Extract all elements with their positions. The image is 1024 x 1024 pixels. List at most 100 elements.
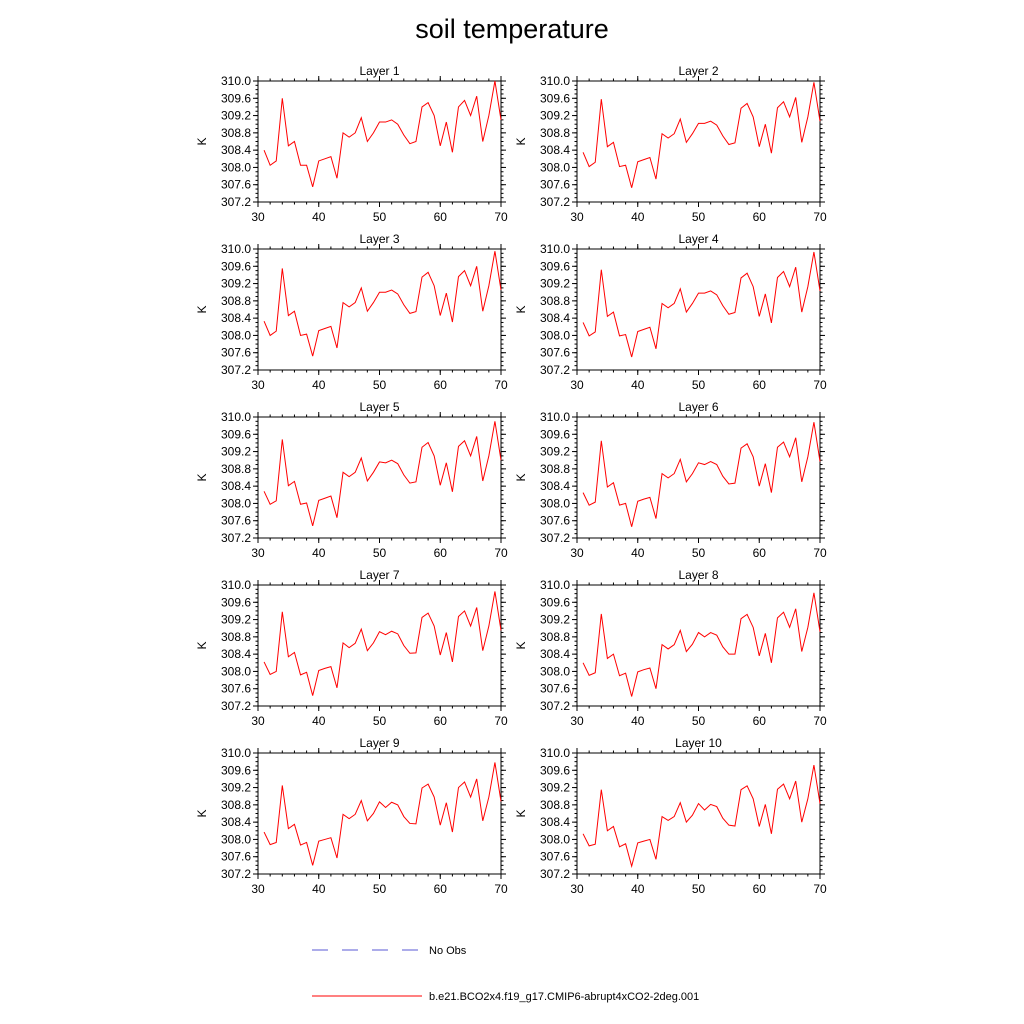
y-tick-label: 309.6 <box>540 259 570 273</box>
y-tick-label: 308.8 <box>221 630 251 644</box>
y-tick-label: 309.2 <box>221 277 251 291</box>
y-tick-label: 309.6 <box>221 91 251 105</box>
panel-2: Layer 2 K 307.2 307.6 308.0 308.4 308.8 309.2 30… <box>514 64 827 224</box>
x-tick-label: 70 <box>813 714 827 728</box>
y-tick-label: 307.2 <box>540 531 570 545</box>
x-tick-label: 40 <box>312 714 326 728</box>
x-tick-label: 30 <box>570 546 584 560</box>
y-tick-label: 307.6 <box>540 514 570 528</box>
y-tick-label: 308.0 <box>221 832 251 846</box>
y-tick-label: 307.2 <box>221 195 251 209</box>
x-tick-label: 30 <box>251 714 265 728</box>
y-tick-label: 308.4 <box>540 143 570 157</box>
y-tick-label: 308.8 <box>540 294 570 308</box>
panel-8: Layer 8 K 307.2 307.6 308.0 308.4 308.8 309.2 30… <box>514 568 827 728</box>
x-tick-label: 50 <box>692 546 706 560</box>
x-tick-label: 60 <box>753 882 767 896</box>
y-tick-label: 308.0 <box>221 160 251 174</box>
x-tick-label: 30 <box>570 378 584 392</box>
x-tick-label: 60 <box>434 714 448 728</box>
x-tick-label: 70 <box>813 378 827 392</box>
y-tick-label: 308.4 <box>540 311 570 325</box>
y-axis-label: K <box>514 305 528 313</box>
y-axis-label: K <box>195 473 209 481</box>
x-tick-label: 50 <box>692 210 706 224</box>
y-tick-label: 308.8 <box>540 462 570 476</box>
x-tick-label: 60 <box>434 882 448 896</box>
y-tick-label: 308.4 <box>540 479 570 493</box>
y-tick-label: 307.2 <box>221 363 251 377</box>
panel-title: Layer 8 <box>678 568 718 582</box>
x-tick-label: 60 <box>753 714 767 728</box>
x-tick-label: 30 <box>570 882 584 896</box>
x-tick-label: 40 <box>312 378 326 392</box>
x-tick-label: 60 <box>753 546 767 560</box>
y-tick-label: 307.2 <box>540 195 570 209</box>
y-tick-label: 309.6 <box>221 763 251 777</box>
y-axis-label: K <box>514 809 528 817</box>
y-tick-label: 309.2 <box>540 277 570 291</box>
series-line <box>263 421 502 527</box>
y-tick-label: 308.8 <box>540 798 570 812</box>
y-tick-label: 309.2 <box>221 445 251 459</box>
x-tick-label: 30 <box>251 546 265 560</box>
y-tick-label: 308.0 <box>540 328 570 342</box>
x-tick-label: 70 <box>494 210 508 224</box>
y-tick-label: 309.6 <box>221 259 251 273</box>
y-tick-label: 308.4 <box>221 815 251 829</box>
y-tick-label: 310.0 <box>540 410 570 424</box>
x-tick-label: 70 <box>494 882 508 896</box>
y-tick-label: 307.6 <box>221 514 251 528</box>
x-tick-label: 60 <box>753 210 767 224</box>
x-tick-label: 40 <box>312 882 326 896</box>
y-axis-label: K <box>514 641 528 649</box>
panel-6: Layer 6 K 307.2 307.6 308.0 308.4 308.8 309.2 30… <box>514 400 827 560</box>
x-tick-label: 70 <box>813 546 827 560</box>
chart-title: soil temperature <box>415 14 609 44</box>
y-tick-label: 308.0 <box>540 664 570 678</box>
y-tick-label: 307.6 <box>540 682 570 696</box>
x-tick-label: 60 <box>434 546 448 560</box>
panel-title: Layer 6 <box>678 400 718 414</box>
x-tick-label: 70 <box>813 210 827 224</box>
y-tick-label: 310.0 <box>221 74 251 88</box>
y-tick-label: 309.6 <box>221 427 251 441</box>
x-tick-label: 60 <box>434 210 448 224</box>
panel-1: Layer 1 K 307.2 307.6 308.0 308.4 308.8 309.2 30… <box>195 64 508 224</box>
y-tick-label: 310.0 <box>221 746 251 760</box>
series-line <box>582 592 821 697</box>
x-tick-label: 60 <box>434 378 448 392</box>
y-tick-label: 308.4 <box>221 311 251 325</box>
legend-entry-1: No Obs <box>312 945 467 957</box>
y-tick-label: 307.6 <box>540 850 570 864</box>
x-tick-label: 40 <box>631 546 645 560</box>
y-axis-label: K <box>514 473 528 481</box>
panel-title: Layer 5 <box>359 400 399 414</box>
y-tick-label: 309.6 <box>540 595 570 609</box>
y-tick-label: 308.8 <box>221 126 251 140</box>
y-axis-label: K <box>195 809 209 817</box>
x-tick-label: 50 <box>692 378 706 392</box>
y-tick-label: 307.2 <box>540 867 570 881</box>
y-tick-label: 308.4 <box>221 479 251 493</box>
y-tick-label: 307.6 <box>221 682 251 696</box>
legend-label: b.e21.BCO2x4.f19_g17.CMIP6-abrupt4xCO2-2… <box>429 991 699 1003</box>
series-line <box>582 765 821 869</box>
y-tick-label: 307.6 <box>540 178 570 192</box>
x-tick-label: 70 <box>494 546 508 560</box>
series-line <box>263 80 502 188</box>
panel-4: Layer 4 K 307.2 307.6 308.0 308.4 308.8 309.2 30… <box>514 232 827 392</box>
x-tick-label: 50 <box>692 882 706 896</box>
y-axis-label: K <box>195 641 209 649</box>
plot-frame <box>576 584 821 707</box>
x-tick-label: 40 <box>631 210 645 224</box>
y-tick-label: 309.6 <box>540 91 570 105</box>
y-tick-label: 309.2 <box>221 613 251 627</box>
y-tick-label: 310.0 <box>540 242 570 256</box>
y-tick-label: 308.0 <box>540 160 570 174</box>
y-tick-label: 310.0 <box>221 578 251 592</box>
series-line <box>263 762 502 866</box>
panel-title: Layer 4 <box>678 232 718 246</box>
y-tick-label: 308.8 <box>221 462 251 476</box>
